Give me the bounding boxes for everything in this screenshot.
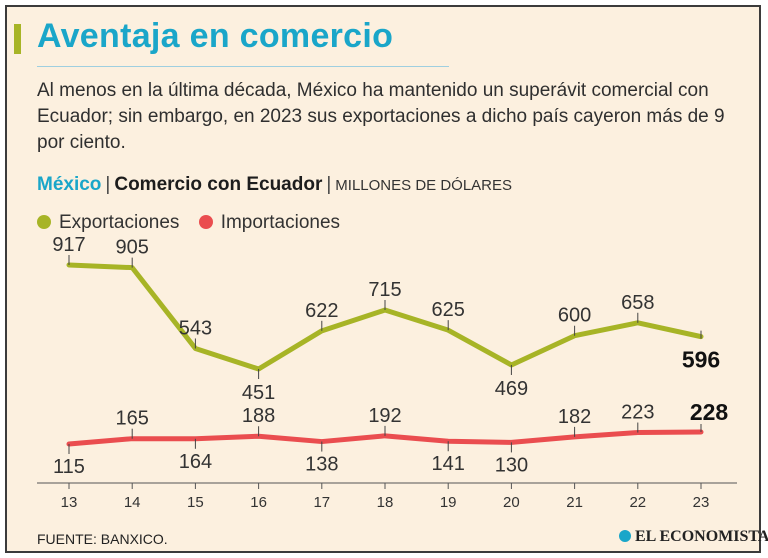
exports-data-label: 600 — [558, 305, 591, 327]
page-title: Aventaja en comercio — [37, 17, 394, 55]
legend-label-exports: Exportaciones — [59, 212, 180, 233]
subtitle-separator-2: | — [326, 174, 332, 195]
exports-data-label: 451 — [242, 382, 275, 404]
legend-item-exports: Exportaciones — [37, 212, 179, 234]
intro-paragraph: Al menos en la última década, México ha … — [37, 80, 725, 153]
exports-data-label: 625 — [432, 299, 465, 321]
imports-data-label: 141 — [432, 453, 465, 475]
legend-item-imports: Importaciones — [198, 212, 341, 234]
x-tick-label: 23 — [693, 494, 710, 511]
brand-icon — [619, 530, 631, 542]
x-tick-label: 13 — [61, 494, 78, 511]
imports-data-label: 223 — [621, 402, 654, 424]
source-note: FUENTE: BANXICO. — [37, 531, 168, 547]
brand-logo: EL ECONOMISTA — [619, 528, 768, 546]
x-tick-label: 14 — [124, 494, 141, 511]
imports-data-label: 182 — [558, 406, 591, 428]
imports-data-label: 138 — [305, 454, 338, 476]
subtitle-unit: MILLONES DE DÓLARES — [335, 177, 513, 194]
x-tick-label: 19 — [440, 494, 457, 511]
title-accent-bar — [14, 24, 21, 54]
x-tick-label: 21 — [566, 494, 583, 511]
chart-legend: Exportaciones Importaciones — [37, 212, 354, 234]
line-chart: 13 14 15 16 17 18 19 20 21 22 23 917 905 543 451 622 715… — [37, 234, 737, 511]
x-tick-label: 16 — [250, 494, 267, 511]
exports-data-label: 469 — [495, 378, 528, 400]
exports-data-label: 543 — [179, 317, 212, 339]
imports-data-label: 130 — [495, 454, 528, 476]
legend-dot-exports — [37, 215, 51, 229]
imports-data-label: 192 — [368, 405, 401, 427]
exports-data-label: 596 — [682, 347, 720, 373]
imports-data-label: 188 — [242, 405, 275, 427]
infographic-frame: Aventaja en comercio Al menos en la últi… — [5, 5, 768, 553]
imports-data-label: 115 — [53, 456, 85, 478]
x-tick-label: 15 — [187, 494, 204, 511]
subtitle-separator: | — [105, 174, 111, 195]
brand-name: EL ECONOMISTA — [635, 528, 768, 545]
chart-subtitle: México | Comercio con Ecuador | MILLONES DE … — [37, 174, 512, 196]
exports-data-label: 658 — [621, 292, 654, 314]
legend-label-imports: Importaciones — [220, 212, 341, 233]
exports-data-label: 905 — [116, 237, 149, 259]
imports-data-label: 165 — [116, 408, 149, 430]
subtitle-country: México — [37, 174, 102, 195]
subtitle-main: Comercio con Ecuador — [114, 174, 323, 195]
title-underline — [37, 66, 449, 67]
x-tick-label: 22 — [629, 494, 646, 511]
x-tick-label: 18 — [377, 494, 394, 511]
legend-dot-imports — [198, 215, 213, 229]
exports-data-label: 622 — [305, 300, 338, 322]
exports-data-label: 715 — [368, 279, 401, 301]
x-tick-label: 17 — [313, 494, 330, 511]
imports-data-label: 228 — [690, 399, 729, 425]
exports-data-label: 917 — [52, 234, 85, 256]
imports-data-label: 164 — [179, 451, 212, 473]
x-tick-label: 20 — [503, 494, 520, 511]
